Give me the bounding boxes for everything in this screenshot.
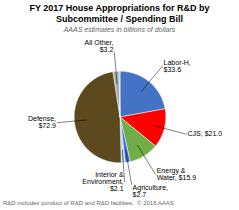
svg-text:All Other,$3.2: All Other,$3.2 [85, 39, 114, 53]
svg-text:CJS, $21.0: CJS, $21.0 [188, 130, 223, 137]
svg-text:Energy &Water, $15.9: Energy &Water, $15.9 [157, 167, 197, 181]
html-text:AAAS estimates in billions of: AAAS estimates in billions of dollars [63, 26, 176, 33]
html-text:FY 2017 House Appropriations f: FY 2017 House Appropriations for R&D by … [29, 3, 210, 24]
svg-text:Interior &Environment,$2.1: Interior &Environment,$2.1 [82, 171, 124, 192]
svg-text:Defense,$72.9: Defense,$72.9 [28, 115, 56, 129]
html-text:R&D includes conduct of R&D an: R&D includes conduct of R&D and R&D faci… [3, 200, 174, 206]
svg-text:Agriculture,$2.7: Agriculture,$2.7 [133, 184, 168, 198]
svg-text:Labor-H,$33.6: Labor-H,$33.6 [164, 59, 191, 73]
